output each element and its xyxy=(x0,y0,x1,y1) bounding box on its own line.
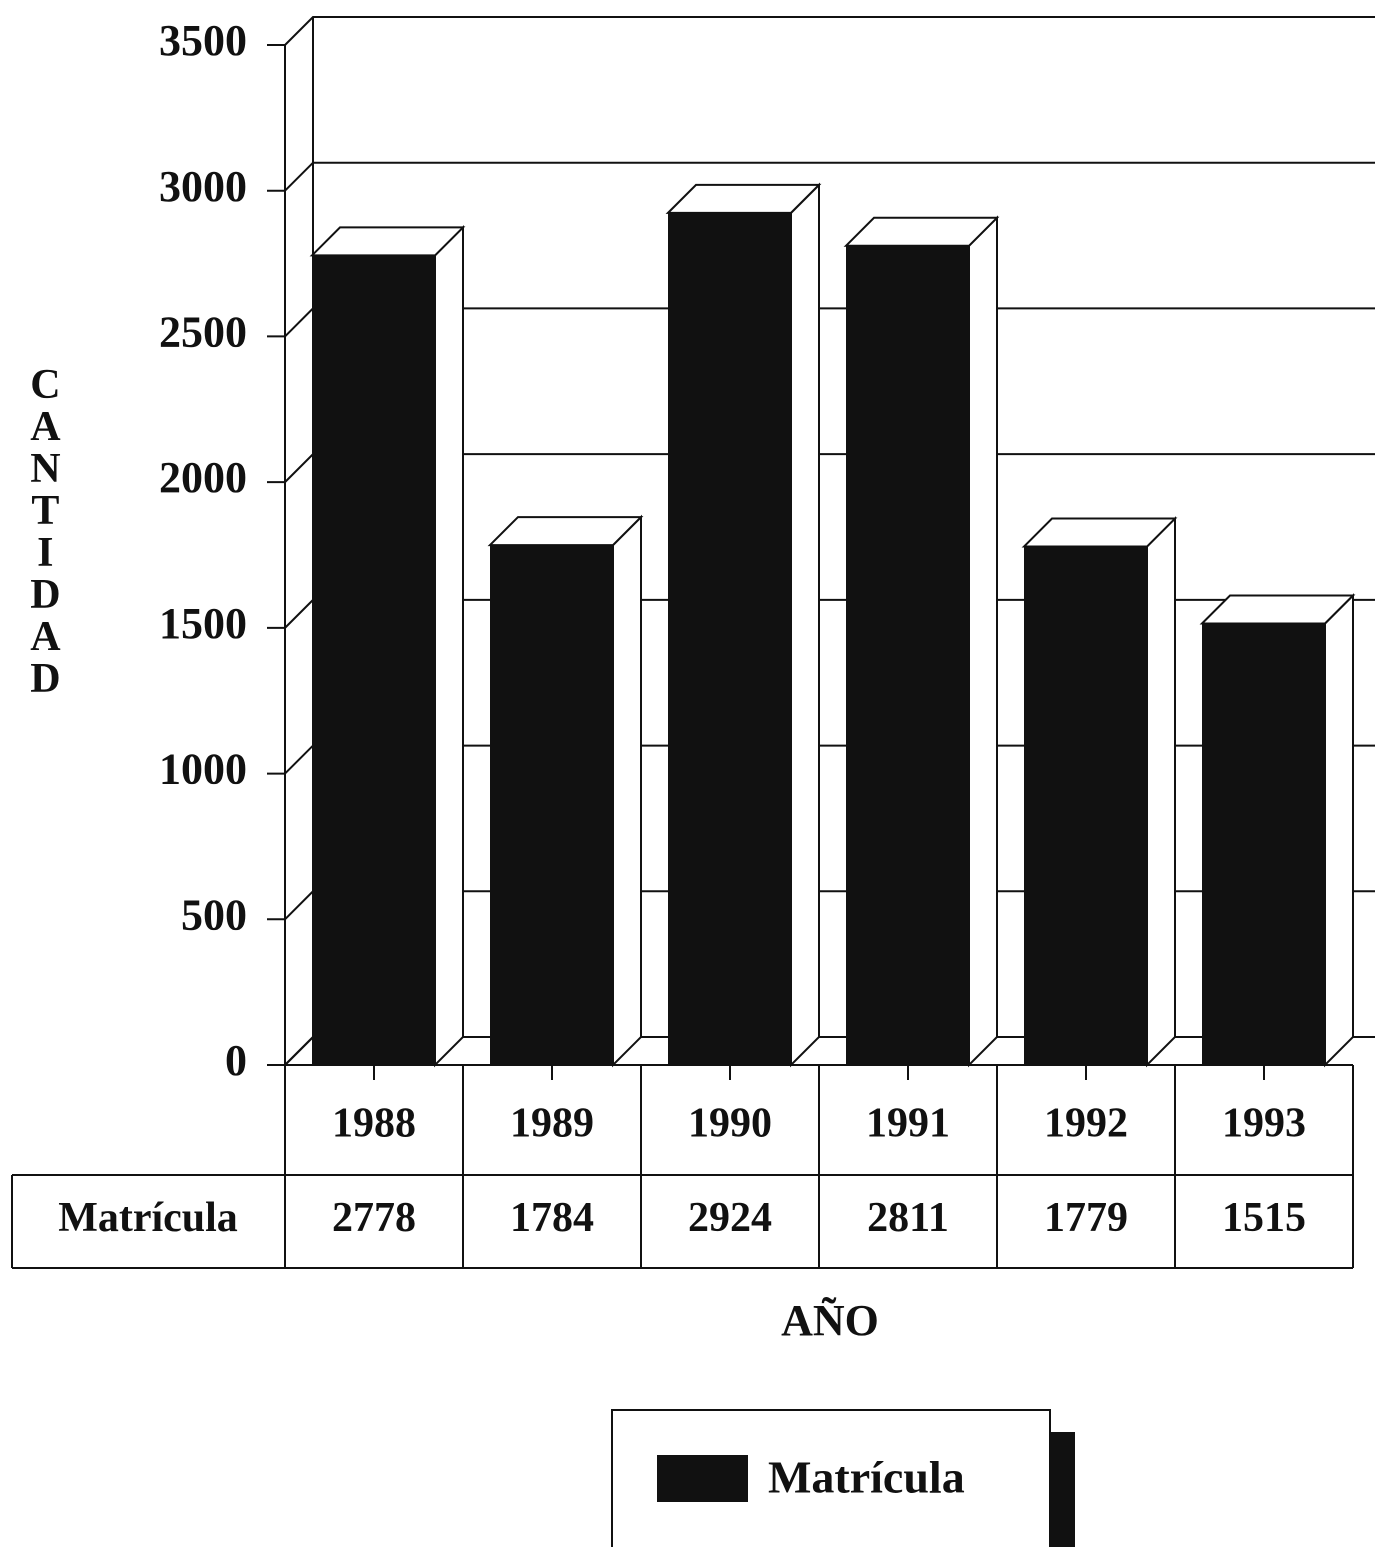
y-tick-label: 2500 xyxy=(159,308,247,357)
bar-top xyxy=(665,183,822,214)
bar-side xyxy=(434,224,464,1068)
x-tick-label: 1988 xyxy=(332,1101,416,1147)
y-tick-label: 0 xyxy=(225,1036,247,1085)
bar-top xyxy=(487,516,644,547)
y-tick-label: 3500 xyxy=(159,16,247,65)
bar-side xyxy=(1146,516,1176,1068)
y-tick-label: 500 xyxy=(181,890,247,939)
y-tick-label: 1500 xyxy=(159,599,247,648)
y-tick-label: 1000 xyxy=(159,745,247,794)
bar xyxy=(1024,546,1147,1065)
bar-side xyxy=(968,215,998,1068)
legend-shadow xyxy=(1050,1432,1075,1547)
bar xyxy=(846,245,969,1065)
x-axis-title: AÑO xyxy=(781,1296,879,1345)
grid-line xyxy=(284,161,1375,192)
bar xyxy=(668,212,791,1065)
x-tick-label: 1991 xyxy=(866,1101,950,1147)
grid-line xyxy=(284,16,1375,46)
y-axis-title: CANTIDAD xyxy=(22,362,68,698)
bar xyxy=(312,255,435,1065)
bar-top xyxy=(1021,517,1178,548)
legend-label: Matrícula xyxy=(768,1452,965,1503)
data-label: 2924 xyxy=(688,1195,772,1241)
bar-side xyxy=(612,514,642,1068)
bar-top xyxy=(1199,594,1356,625)
data-label: 1784 xyxy=(510,1195,594,1241)
x-tick-label: 1989 xyxy=(510,1101,594,1147)
y-tick-label: 3000 xyxy=(159,162,247,211)
legend-swatch xyxy=(657,1455,748,1502)
data-label: 1779 xyxy=(1044,1195,1128,1241)
bar-side xyxy=(790,182,820,1068)
bar xyxy=(490,545,613,1065)
data-label: 2811 xyxy=(867,1195,949,1241)
data-label: 2778 xyxy=(332,1195,416,1241)
bar-side xyxy=(1324,593,1354,1068)
x-tick-label: 1993 xyxy=(1222,1101,1306,1147)
bar-top xyxy=(309,226,466,257)
table-row-label: Matrícula xyxy=(58,1195,238,1241)
x-tick-label: 1992 xyxy=(1044,1101,1128,1147)
data-label: 1515 xyxy=(1222,1195,1306,1241)
y-tick-label: 2000 xyxy=(159,453,247,502)
bar-top xyxy=(843,216,1000,247)
x-tick-label: 1990 xyxy=(688,1101,772,1147)
bar xyxy=(1202,623,1325,1065)
